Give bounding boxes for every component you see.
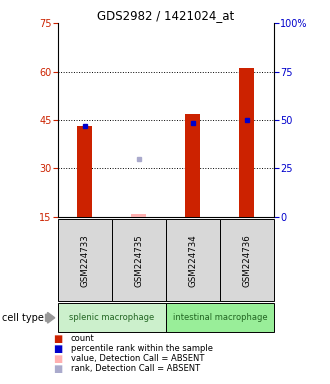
- Text: GSM224733: GSM224733: [80, 234, 89, 286]
- Bar: [239, 68, 254, 217]
- Bar: [131, 214, 147, 217]
- Text: ■: ■: [53, 354, 62, 364]
- Text: ■: ■: [53, 364, 62, 374]
- Text: intestinal macrophage: intestinal macrophage: [173, 313, 267, 322]
- Text: GSM224735: GSM224735: [134, 234, 143, 286]
- Text: GSM224734: GSM224734: [188, 234, 197, 286]
- Text: GSM224736: GSM224736: [242, 234, 251, 286]
- Text: value, Detection Call = ABSENT: value, Detection Call = ABSENT: [71, 354, 204, 363]
- Text: percentile rank within the sample: percentile rank within the sample: [71, 344, 213, 353]
- Text: count: count: [71, 334, 95, 343]
- Text: ■: ■: [53, 334, 62, 344]
- Text: cell type: cell type: [2, 313, 44, 323]
- Text: splenic macrophage: splenic macrophage: [69, 313, 154, 322]
- Bar: [77, 126, 92, 217]
- Bar: [185, 114, 200, 217]
- Title: GDS2982 / 1421024_at: GDS2982 / 1421024_at: [97, 9, 234, 22]
- Text: rank, Detection Call = ABSENT: rank, Detection Call = ABSENT: [71, 364, 200, 373]
- Text: ■: ■: [53, 344, 62, 354]
